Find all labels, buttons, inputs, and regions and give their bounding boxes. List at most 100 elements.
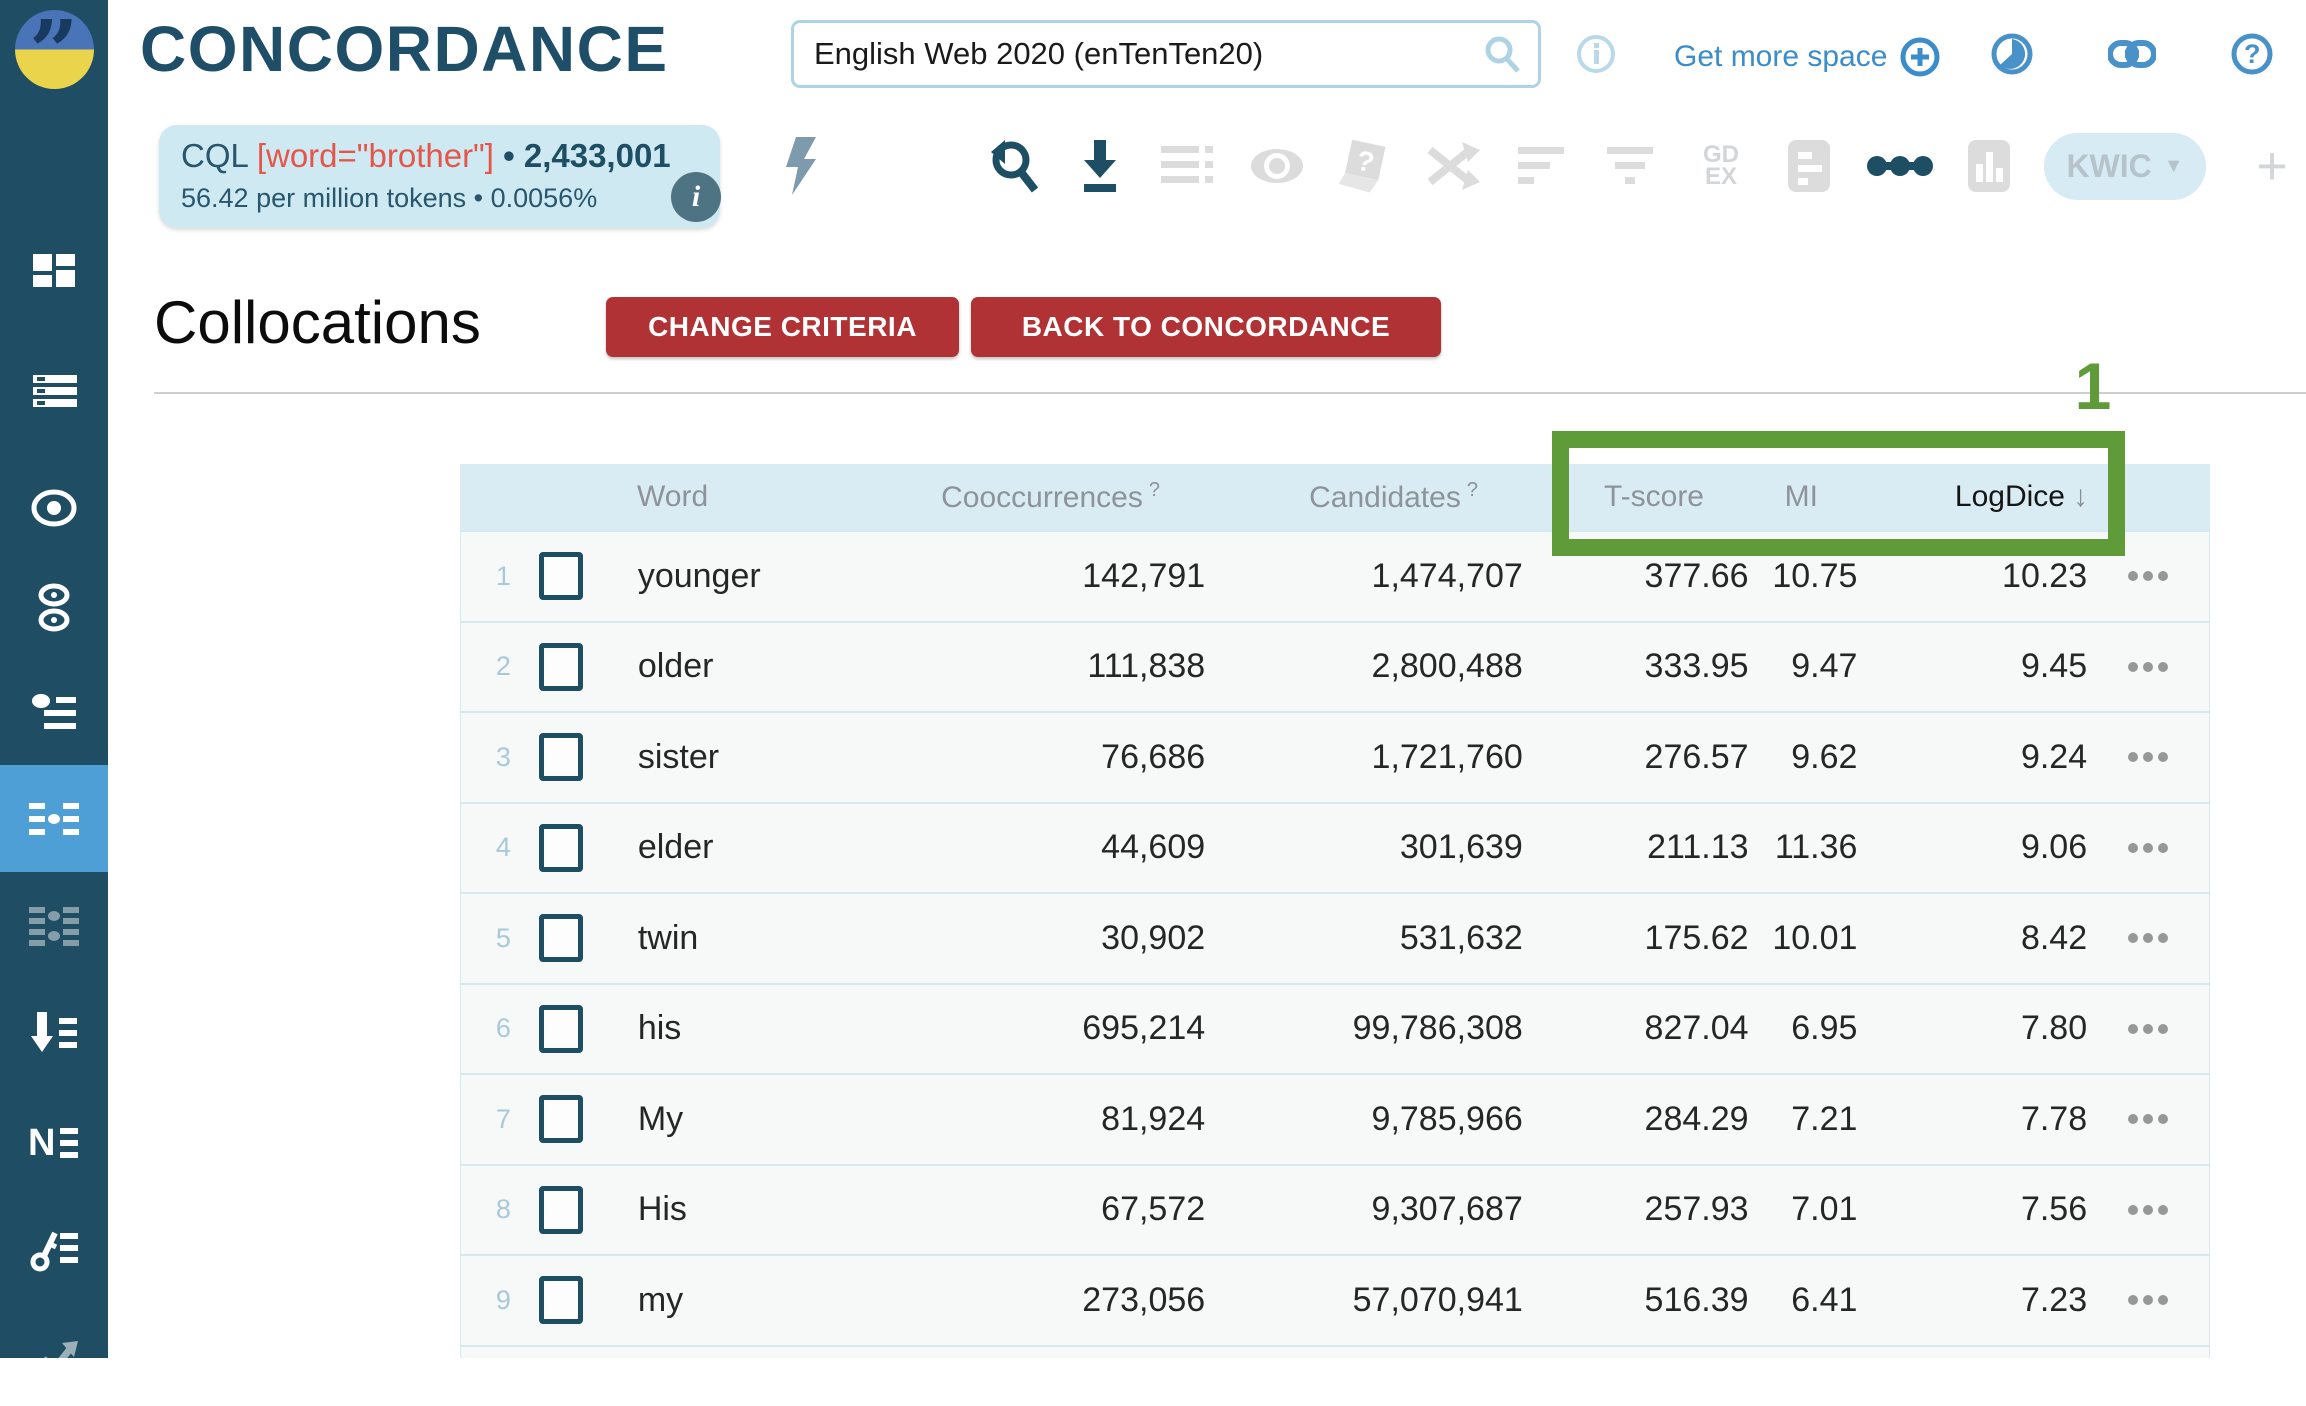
- row-checkbox[interactable]: [538, 1276, 583, 1325]
- help-icon[interactable]: ?: [1148, 479, 1160, 501]
- shuffle-icon: [1426, 142, 1480, 190]
- view-options-icon: [1161, 144, 1215, 188]
- gdex-toggle: GD EX: [1703, 141, 1739, 189]
- usage-pie-icon[interactable]: [1990, 32, 2035, 82]
- row-menu-icon[interactable]: [2128, 1204, 2169, 1215]
- gdex-label-1: GD: [1703, 141, 1739, 168]
- sidebar-item-corpus-list[interactable]: [0, 344, 108, 440]
- help-icon[interactable]: ?: [2230, 32, 2275, 82]
- row-menu-icon[interactable]: [2128, 661, 2169, 672]
- search-icon[interactable]: [1482, 34, 1522, 74]
- row-number: 3: [495, 741, 511, 772]
- sidebar: ”: [0, 0, 108, 1380]
- collocate-word[interactable]: my: [637, 1280, 684, 1319]
- mi-value: 6.41: [1791, 1280, 1858, 1319]
- row-checkbox[interactable]: [538, 823, 583, 872]
- cooccurrences-value: 695,214: [1082, 1009, 1206, 1048]
- corpus-name: English Web 2020 (enTenTen20): [814, 36, 1264, 71]
- quick-actions-lightning-icon[interactable]: [786, 137, 820, 195]
- collocation-dots-icon[interactable]: [1867, 153, 1933, 179]
- mi-value: 10.75: [1772, 556, 1858, 595]
- help-icon[interactable]: ?: [1466, 479, 1478, 501]
- tscore-header-label: T-score: [1603, 480, 1704, 513]
- filter-icon: [1605, 145, 1655, 187]
- collocate-word[interactable]: his: [637, 1009, 682, 1048]
- row-checkbox[interactable]: [538, 733, 583, 782]
- row-menu-icon[interactable]: [2128, 1023, 2169, 1034]
- svg-text:?: ?: [1354, 145, 1377, 179]
- query-stats: 56.42 per million tokens • 0.0056%: [181, 183, 598, 213]
- collocate-word[interactable]: older: [637, 647, 714, 686]
- mi-value: 11.36: [1774, 828, 1858, 867]
- sidebar-item-ngrams[interactable]: N: [0, 1094, 108, 1190]
- column-header-mi[interactable]: MI: [1749, 480, 1858, 514]
- sidebar-item-multiword-collocations[interactable]: [0, 877, 108, 973]
- column-header-logdice[interactable]: LogDice ↓: [1858, 480, 2088, 514]
- sidebar-item-dashboard[interactable]: [0, 225, 108, 321]
- column-header-tscore[interactable]: T-score: [1523, 480, 1749, 514]
- row-menu-icon[interactable]: [2128, 752, 2169, 763]
- sidebar-item-collocations[interactable]: [0, 765, 108, 872]
- modify-search-icon[interactable]: [989, 138, 1041, 194]
- mi-value: 9.47: [1791, 647, 1858, 686]
- logdice-value: 9.06: [2020, 828, 2088, 867]
- link-icon[interactable]: [2107, 38, 2157, 75]
- collocate-word[interactable]: His: [637, 1190, 687, 1229]
- trends-icon: [29, 1341, 78, 1380]
- row-menu-icon[interactable]: [2128, 842, 2169, 853]
- sketch-engine-logo[interactable]: ”: [15, 10, 94, 89]
- sidebar-item-parallel-concordance[interactable]: [0, 560, 108, 656]
- sidebar-item-concordance[interactable]: [0, 460, 108, 556]
- sidebar-item-frequency[interactable]: [0, 984, 108, 1080]
- svg-text:?: ?: [2244, 39, 2261, 69]
- row-checkbox[interactable]: [538, 642, 583, 691]
- gdex-dice-icon: ?: [1337, 137, 1393, 195]
- row-menu-icon[interactable]: [2128, 1114, 2169, 1125]
- query-type-label: CQL: [181, 137, 248, 174]
- wordlist-icon: [32, 694, 76, 729]
- double-collocations-icon: [29, 907, 79, 946]
- sidebar-item-trends[interactable]: [0, 1310, 108, 1406]
- tscore-value: 257.93: [1644, 1190, 1749, 1229]
- table-row: 9 my 273,056 57,070,941 516.39 6.41 7.23: [461, 1254, 2209, 1345]
- row-checkbox[interactable]: [538, 1095, 583, 1144]
- row-number: 7: [495, 1103, 511, 1134]
- row-checkbox[interactable]: [538, 552, 583, 601]
- row-checkbox[interactable]: [538, 1004, 583, 1053]
- add-panel-icon: +: [2256, 135, 2288, 197]
- row-checkbox[interactable]: [538, 914, 583, 963]
- row-menu-icon[interactable]: [2128, 1295, 2169, 1306]
- sidebar-item-keywords[interactable]: [0, 1202, 108, 1298]
- column-header-candidates[interactable]: Candidates?: [1205, 479, 1523, 515]
- plus-glyph: +: [2256, 136, 2288, 196]
- change-criteria-button[interactable]: CHANGE CRITERIA: [606, 297, 959, 357]
- candidates-value: 1,474,707: [1371, 556, 1523, 595]
- column-header-cooccurrences[interactable]: Cooccurrences?: [880, 479, 1205, 515]
- download-icon[interactable]: [1076, 138, 1124, 194]
- query-line: CQL [word="brother"] • 2,433,001: [181, 137, 720, 175]
- row-menu-icon[interactable]: [2128, 933, 2169, 944]
- logdice-header-label: LogDice: [1954, 480, 2065, 513]
- candidates-value: 57,070,941: [1352, 1280, 1523, 1319]
- query-info-icon[interactable]: i: [671, 172, 721, 222]
- sidebar-item-wordlist[interactable]: [0, 664, 108, 760]
- collocate-word[interactable]: My: [637, 1099, 684, 1138]
- info-icon[interactable]: [1576, 34, 1617, 80]
- table-row: 7 My 81,924 9,785,966 284.29 7.21 7.78: [461, 1073, 2209, 1164]
- collocate-word[interactable]: younger: [637, 556, 761, 595]
- row-checkbox[interactable]: [538, 1185, 583, 1234]
- mi-value: 7.01: [1791, 1190, 1858, 1229]
- cooccurrences-value: 81,924: [1101, 1099, 1206, 1138]
- back-to-concordance-button[interactable]: BACK TO CONCORDANCE: [971, 297, 1441, 357]
- quotes-icon: ”: [29, 10, 79, 89]
- collocate-word[interactable]: elder: [637, 828, 714, 867]
- corpus-search-input[interactable]: English Web 2020 (enTenTen20): [791, 20, 1541, 88]
- kwic-dropdown: KWIC ▼: [2044, 133, 2206, 200]
- candidates-value: 301,639: [1399, 828, 1523, 867]
- get-more-space-link[interactable]: Get more space: [1674, 36, 1941, 78]
- bullet: •: [503, 137, 515, 174]
- row-menu-icon[interactable]: [2128, 571, 2169, 582]
- column-header-word[interactable]: Word: [610, 480, 880, 514]
- collocate-word[interactable]: sister: [637, 737, 720, 776]
- collocate-word[interactable]: twin: [637, 918, 699, 957]
